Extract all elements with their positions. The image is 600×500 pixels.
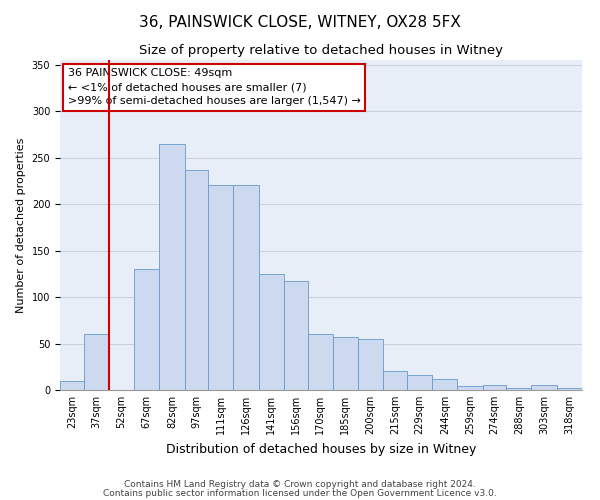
Bar bbox=[358, 339, 383, 390]
Bar bbox=[134, 269, 160, 390]
Bar bbox=[83, 334, 109, 390]
Bar bbox=[233, 186, 259, 390]
Bar bbox=[308, 334, 333, 390]
Text: 36 PAINSWICK CLOSE: 49sqm
← <1% of detached houses are smaller (7)
>99% of semi-: 36 PAINSWICK CLOSE: 49sqm ← <1% of detac… bbox=[68, 68, 361, 106]
Bar bbox=[432, 379, 457, 390]
Bar bbox=[208, 186, 233, 390]
Bar bbox=[532, 386, 557, 390]
Bar bbox=[482, 386, 506, 390]
Bar bbox=[259, 274, 284, 390]
Bar bbox=[407, 375, 432, 390]
Bar bbox=[457, 386, 482, 390]
Bar bbox=[284, 281, 308, 390]
Bar bbox=[557, 388, 582, 390]
Title: Size of property relative to detached houses in Witney: Size of property relative to detached ho… bbox=[139, 44, 503, 58]
Bar bbox=[506, 388, 532, 390]
Y-axis label: Number of detached properties: Number of detached properties bbox=[16, 138, 26, 312]
Bar bbox=[333, 337, 358, 390]
Bar bbox=[160, 144, 185, 390]
Text: Contains HM Land Registry data © Crown copyright and database right 2024.: Contains HM Land Registry data © Crown c… bbox=[124, 480, 476, 489]
X-axis label: Distribution of detached houses by size in Witney: Distribution of detached houses by size … bbox=[166, 442, 476, 456]
Text: Contains public sector information licensed under the Open Government Licence v3: Contains public sector information licen… bbox=[103, 488, 497, 498]
Bar bbox=[60, 380, 83, 390]
Bar bbox=[383, 372, 407, 390]
Text: 36, PAINSWICK CLOSE, WITNEY, OX28 5FX: 36, PAINSWICK CLOSE, WITNEY, OX28 5FX bbox=[139, 15, 461, 30]
Bar bbox=[185, 170, 208, 390]
